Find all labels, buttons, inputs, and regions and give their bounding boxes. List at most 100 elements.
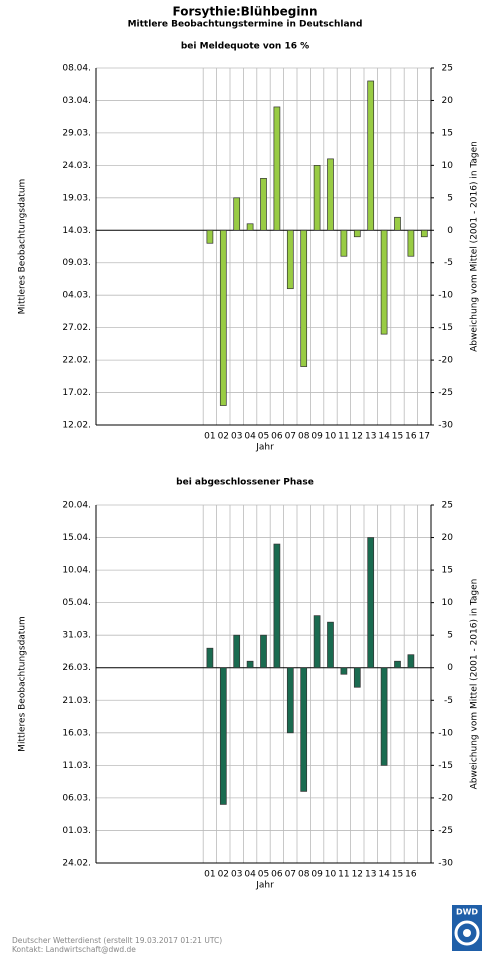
y-tick-label: 15.04. (62, 533, 91, 543)
x-tick-label: 10 (325, 870, 337, 880)
y2-tick-label: 15 (442, 566, 453, 576)
x-tick-label: 12 (352, 870, 363, 880)
x-tick-label: 13 (365, 432, 376, 442)
y-tick-label: 26.03. (62, 663, 91, 673)
x-tick-label: 02 (218, 870, 229, 880)
y-tick-label: 08.04. (62, 64, 91, 74)
subtitle: Mittlere Beobachtungstermine in Deutschl… (128, 20, 363, 30)
bar (219, 229, 227, 406)
y2-tick-label: -30 (438, 421, 453, 431)
y-tick-label: 04.03. (62, 291, 91, 301)
bar (206, 647, 214, 669)
x-tick-label: 17 (419, 432, 430, 442)
y2-tick-label: 25 (442, 501, 453, 511)
y-tick-label: 20.04. (62, 501, 91, 511)
x-tick-label: 04 (244, 870, 256, 880)
y-axis-label: Mittleres Beobachtungsdatum (18, 616, 28, 752)
footer-line: Deutscher Wetterdienst (erstellt 19.03.2… (12, 936, 222, 945)
y-tick-label: 19.03. (62, 193, 91, 203)
x-tick-label: 03 (231, 432, 242, 442)
x-tick-label: 11 (338, 870, 349, 880)
y2-tick-label: -15 (438, 761, 453, 771)
bar (380, 229, 388, 335)
x-tick-label: 06 (271, 870, 283, 880)
bar (420, 229, 428, 238)
y-tick-label: 01.03. (62, 826, 91, 836)
y-tick-label: 09.03. (62, 258, 91, 268)
y2-tick-label: -10 (438, 291, 453, 301)
y2-tick-label: 10 (442, 161, 454, 171)
bar (407, 229, 415, 257)
x-tick-label: 05 (258, 432, 269, 442)
bar (233, 197, 241, 231)
footer-line: Kontakt: Landwirtschaft@dwd.de (12, 945, 136, 954)
y-tick-label: 22.02. (62, 356, 91, 366)
bar (327, 158, 334, 231)
y2-tick-label: 0 (447, 226, 453, 236)
x-axis-label: Jahr (255, 443, 274, 453)
bar (273, 543, 281, 669)
y-tick-label: 05.04. (62, 598, 91, 608)
y-tick-label: 29.03. (62, 128, 91, 138)
y2-tick-label: -20 (438, 356, 453, 366)
y2-axis-label: Abweichung vom Mittel (2001 - 2016) in T… (470, 579, 480, 790)
y-tick-label: 24.03. (62, 161, 91, 171)
y2-tick-label: -15 (438, 323, 453, 333)
bar (273, 106, 281, 231)
x-tick-label: 14 (378, 432, 390, 442)
bar (340, 667, 348, 675)
bar (380, 667, 388, 766)
y2-tick-label: 5 (447, 631, 453, 641)
y2-tick-label: -30 (438, 859, 453, 869)
x-tick-label: 08 (298, 870, 310, 880)
x-tick-label: 05 (258, 870, 269, 880)
bar (286, 229, 294, 290)
y-tick-label: 16.03. (62, 728, 91, 738)
bar (206, 229, 214, 244)
bar (313, 615, 321, 669)
bar (286, 667, 294, 734)
bar (300, 229, 308, 367)
x-tick-label: 07 (285, 870, 296, 880)
x-tick-label: 06 (271, 432, 283, 442)
y-tick-label: 24.02. (62, 859, 91, 869)
bar (353, 667, 361, 688)
y-tick-label: 31.03. (62, 631, 91, 641)
bar (394, 660, 401, 669)
bar (394, 216, 401, 231)
y2-tick-label: -5 (444, 696, 453, 706)
y-tick-label: 12.02. (62, 421, 91, 431)
bar (219, 667, 227, 805)
bar (233, 634, 241, 669)
y-tick-label: 21.03. (62, 696, 91, 706)
bar (260, 634, 267, 669)
y2-tick-label: 5 (447, 193, 453, 203)
y-tick-label: 17.02. (62, 388, 91, 398)
x-tick-label: 02 (218, 432, 229, 442)
y2-tick-label: -25 (438, 388, 453, 398)
x-axis-label: Jahr (255, 881, 274, 891)
bar (260, 177, 267, 231)
y2-tick-label: 0 (447, 663, 453, 673)
x-tick-label: 15 (392, 432, 403, 442)
x-tick-label: 16 (405, 870, 417, 880)
title: Forsythie:Blühbeginn (172, 5, 317, 19)
chart-title: bei Meldequote von 16 % (181, 42, 309, 52)
x-tick-label: 09 (311, 870, 323, 880)
bar (300, 667, 308, 792)
bar (246, 223, 254, 231)
y2-tick-label: 20 (442, 533, 454, 543)
x-tick-label: 15 (392, 870, 403, 880)
bar (407, 654, 415, 669)
y-tick-label: 11.03. (62, 761, 91, 771)
x-tick-label: 03 (231, 870, 242, 880)
logo-icon (454, 920, 480, 946)
y2-tick-label: -20 (438, 793, 453, 803)
chart-title: bei abgeschlossener Phase (176, 478, 314, 488)
x-tick-label: 13 (365, 870, 376, 880)
x-tick-label: 07 (285, 432, 296, 442)
y2-tick-label: 10 (442, 598, 454, 608)
logo-icon (463, 929, 471, 937)
x-tick-label: 12 (352, 432, 363, 442)
